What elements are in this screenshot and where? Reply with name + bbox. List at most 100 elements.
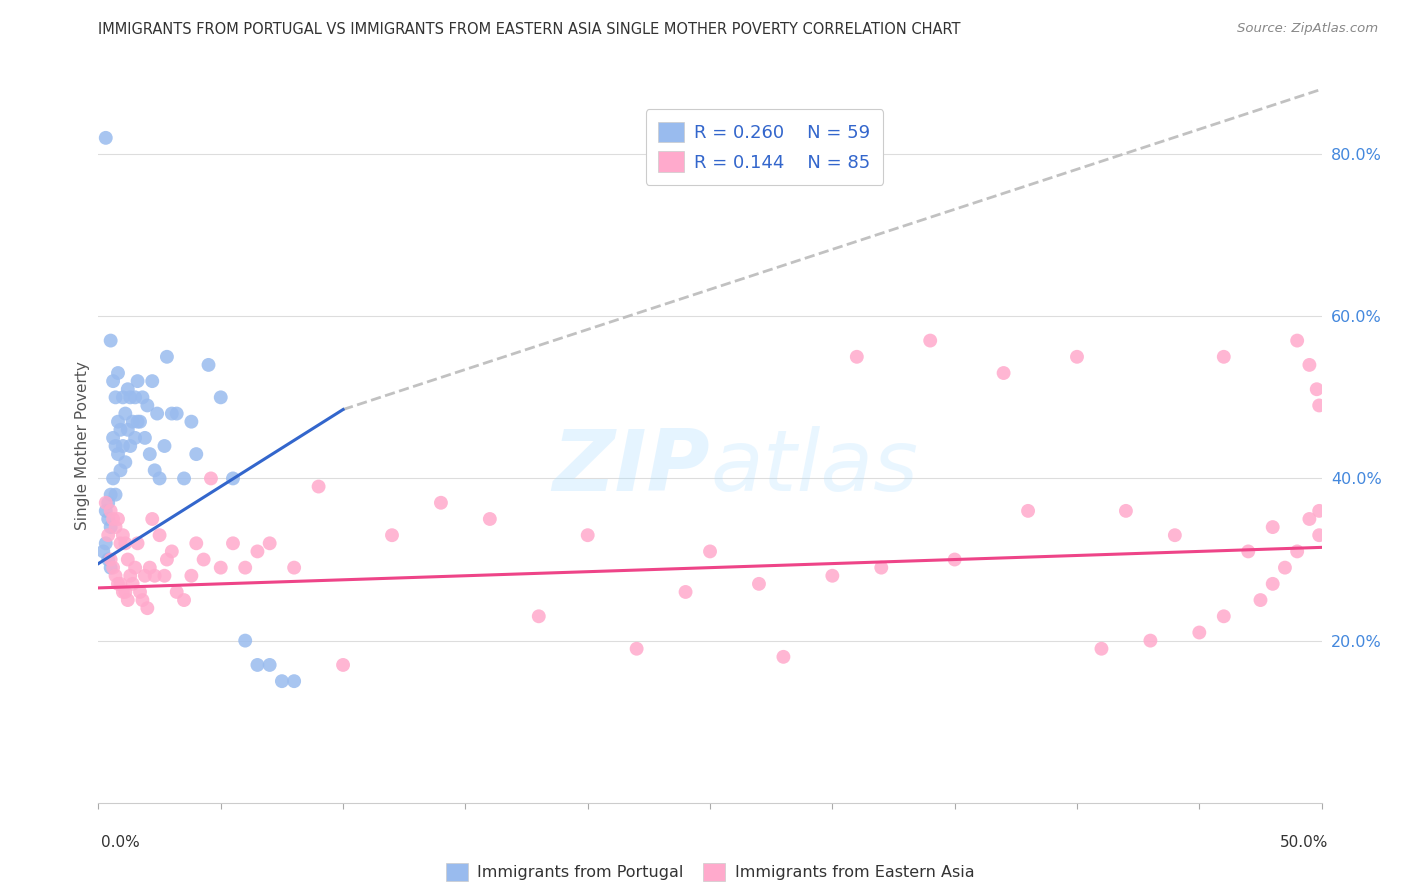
Point [173,471,195,485]
Point [134,568,156,582]
Point [246,657,269,672]
Point [143,463,166,477]
Point [117,382,139,396]
Text: Source: ZipAtlas.com: Source: ZipAtlas.com [1237,22,1378,36]
Point [1298,358,1320,372]
Point [233,633,256,648]
Point [308,479,330,493]
Point [527,609,550,624]
Point [197,358,219,372]
Point [146,407,169,421]
Point [114,585,136,599]
Point [94,496,117,510]
Point [101,512,124,526]
Point [1164,528,1187,542]
Point [160,544,183,558]
Point [104,568,127,582]
Point [127,415,149,429]
Point [173,593,195,607]
Text: 50.0%: 50.0% [1281,836,1329,850]
Point [101,471,124,485]
Point [141,374,163,388]
Point [131,390,153,404]
Point [576,528,599,542]
Point [156,350,179,364]
Point [149,471,172,485]
Point [94,536,117,550]
Text: ZIP: ZIP [553,425,710,509]
Point [117,552,139,566]
Point [270,674,294,689]
Point [1066,350,1088,364]
Point [821,568,844,582]
Point [1115,504,1137,518]
Point [127,374,149,388]
Point [1308,528,1330,542]
Point [200,471,222,485]
Point [1261,520,1284,534]
Point [136,399,159,413]
Point [111,528,134,542]
Point [1212,609,1234,624]
Point [180,415,202,429]
Point [1249,593,1271,607]
Legend: Immigrants from Portugal, Immigrants from Eastern Asia: Immigrants from Portugal, Immigrants fro… [439,856,981,888]
Point [1261,577,1284,591]
Point [127,536,149,550]
Point [845,350,868,364]
Point [283,560,305,574]
Point [1298,512,1320,526]
Point [675,585,697,599]
Point [186,447,208,461]
Point [139,560,162,574]
Point [209,390,232,404]
Point [222,471,245,485]
Y-axis label: Single Mother Poverty: Single Mother Poverty [75,361,90,531]
Point [870,560,893,574]
Point [117,593,139,607]
Point [110,536,132,550]
Point [153,568,176,582]
Point [100,560,122,574]
Point [100,504,122,518]
Point [193,552,215,566]
Point [121,577,143,591]
Point [110,423,132,437]
Point [139,447,162,461]
Point [166,585,188,599]
Point [97,528,120,542]
Point [111,585,134,599]
Point [114,407,136,421]
Point [160,407,183,421]
Point [772,649,794,664]
Point [259,536,281,550]
Point [920,334,942,348]
Point [141,512,163,526]
Point [131,593,153,607]
Point [1237,544,1260,558]
Text: 0.0%: 0.0% [101,836,141,850]
Point [222,536,245,550]
Point [104,520,127,534]
Text: atlas: atlas [710,425,918,509]
Point [246,544,269,558]
Point [107,366,129,380]
Point [259,657,281,672]
Point [430,496,453,510]
Point [107,512,129,526]
Point [166,407,188,421]
Point [129,415,152,429]
Point [1212,350,1234,364]
Point [104,390,127,404]
Point [993,366,1015,380]
Point [111,439,134,453]
Point [186,536,208,550]
Text: IMMIGRANTS FROM PORTUGAL VS IMMIGRANTS FROM EASTERN ASIA SINGLE MOTHER POVERTY C: IMMIGRANTS FROM PORTUGAL VS IMMIGRANTS F… [98,22,960,37]
Point [100,520,122,534]
Point [1274,560,1296,574]
Point [107,415,129,429]
Point [97,512,120,526]
Point [136,601,159,615]
Point [101,431,124,445]
Point [114,536,136,550]
